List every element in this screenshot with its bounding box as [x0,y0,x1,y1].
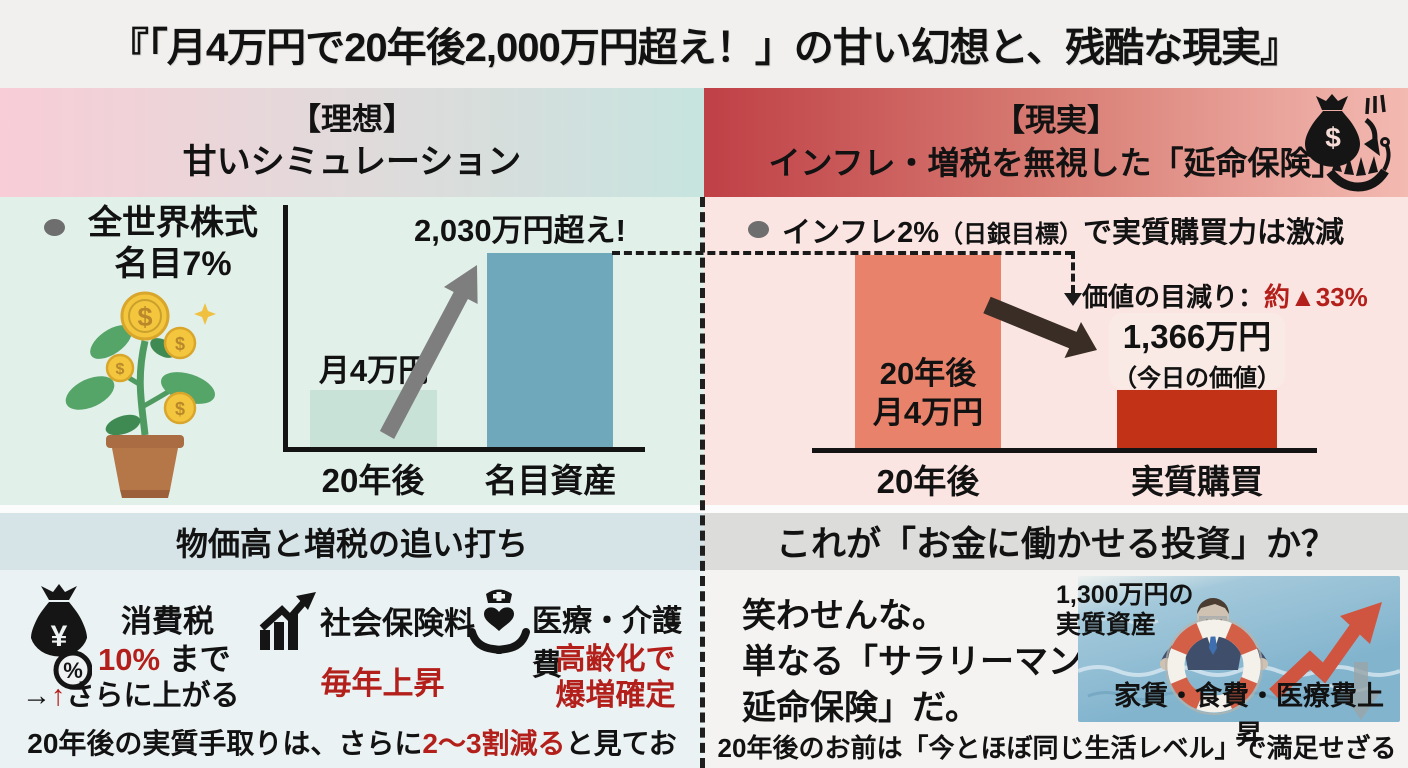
tax-item3-red1: 高齢化で [555,643,676,676]
ideal-result-label: 2,030万円超え! [414,213,626,248]
tax-item1-l2-up: ↑ [51,680,66,712]
svg-text:%: % [63,658,83,683]
reality-bullet-pre: インフレ2% [782,217,940,249]
svg-text:¥: ¥ [51,620,68,653]
svg-text:$: $ [1325,122,1341,153]
ideal-header-tag: 【理想】 [290,101,414,137]
loss-annotation-black: 価値の目減り： [1082,282,1265,312]
reality-x-axis [812,448,1317,453]
tax-section-header: 物価高と増税の追い打ち [0,513,704,570]
tax-footer-post: と見ておけ。 [565,728,677,759]
tax-item1-line2: 10% まで [98,634,258,679]
page-title: 『「月4万円で20年後2,000万円超え！」の甘い幻想と、残酷な現実』 [108,26,1300,70]
ideal-bar-nominal [487,253,613,447]
bullet-icon [748,221,769,238]
tax-item3-title: 医療・介護費 [532,605,682,682]
ideal-header: 【理想】 甘いシミュレーション [0,88,704,197]
value-connector-arrowhead-icon [1064,293,1082,306]
panel-divider [700,197,705,768]
asset-label-line2: 実質資産 [1056,611,1157,639]
tax-item1-black: まで [160,642,231,677]
ideal-x-axis [283,447,645,452]
ideal-bar-contribution [310,390,437,447]
reality-bullet-paren: （日銀目標） [939,221,1084,248]
ideal-assumption-line1: 全世界株式 [88,204,258,242]
svg-text:$: $ [175,399,185,419]
watermark-down-arrow-icon [1340,662,1382,720]
tax-item1-l2-arrow: → [22,680,51,712]
reality-bar-nominal [855,255,1001,448]
tax-footer-red: 2〜3割減る [422,728,566,759]
tax-item3-red2: 爆増確定 [555,679,676,712]
ideal-panel: 全世界株式 名目7% $ $ $ $ [0,197,704,505]
svg-text:$: $ [116,361,125,378]
real-value-box: 1,366万円 （今日の価値） [1109,313,1285,392]
ideal-xcat-1: 20年後 [321,462,425,499]
verdict-section-header: これが「お金に働かせる投資」か？ [704,513,1408,570]
tax-item1-line3: →↑さらに上がる [22,672,262,714]
tax-item2-red: 毎年上昇 [320,666,445,701]
coin-plant-icon: $ $ $ $ [65,291,216,498]
verdict-line1: 笑わせんな。 [742,597,946,635]
drop-arrow-icon [983,296,1097,358]
real-value: 1,366万円 [1122,317,1272,355]
ideal-header-title: 甘いシミュレーション [182,143,522,182]
value-connector-dashed-line [612,251,1073,255]
loss-annotation-red: 約▲33% [1264,282,1368,312]
verdict-line2: 単なる「サラリーマン [742,643,1082,681]
tax-item2-title: 社会保険料 [320,606,475,641]
asset-label-line1: 1,300万円の [1056,581,1194,609]
reality-bar-nominal-label: 20年後 月4万円 [855,355,1001,433]
tax-footer-pre: 20年後の実質手取りは、さらに [27,728,423,759]
reality-bar-real [1117,390,1277,448]
yen-bag-icon: ¥ % [31,584,92,690]
reality-bar-label-line1: 20年後 [879,356,977,391]
ideal-y-axis [283,205,288,452]
cost-caption: 家賃・食費・医療費上昇 [1114,681,1384,750]
reality-header: 【現実】 インフレ・増税を無視した「延命保険」 $ [704,88,1408,197]
ideal-assumption: 全世界株式 名目7% [78,203,268,286]
reality-header-tag: 【現実】 [994,102,1118,138]
growth-chart-icon [259,592,316,650]
tax-section: ¥ % 消費税 10% まで →↑さらに上がる 社会保険料 毎年上昇 [0,570,704,768]
reality-bullet: インフレ2%（日銀目標）で実質購買力は激減 [782,209,1402,251]
ideal-assumption-line2: 名目7% [114,245,232,284]
rise-arrow-icon [379,265,478,439]
tax-item1-l2-rest: さらに上がる [65,680,240,712]
verdict-line3: 延命保険」だ。 [742,689,979,727]
drowning-man-illustration [1078,576,1400,722]
tax-footer: 20年後の実質手取りは、さらに2〜3割減ると見ておけ。 [0,722,704,768]
reality-bullet-post: で実質購買力は激減 [1083,217,1345,249]
loss-annotation: 価値の目減り：約▲33% [1082,277,1368,314]
reality-xcat-1: 20年後 [876,463,980,500]
asset-label: 1,300万円の 実質資産 [1056,580,1194,640]
medical-care-icon [468,589,530,654]
reality-bar-label-line2: 月4万円 [872,394,984,430]
svg-text:$: $ [137,302,152,332]
real-value-note: （今日の価値） [1113,364,1281,392]
tax-item1-title: 消費税 [121,604,214,639]
tax-item1-red: 10% [98,642,161,677]
reality-panel: インフレ2%（日銀目標）で実質購買力は激減 20年後 月4万円 価値の目減り：約… [704,197,1408,548]
ideal-xcat-2: 名目資産 [484,462,617,499]
verdict-section: 笑わせんな。 単なる「サラリーマン 延命保険」だ。 [704,570,1408,768]
verdict-footer: 20年後のお前は「今とほぼ同じ生活レベル」で満足せざるを得ない。 [717,733,1397,763]
value-connector-dashed-drop [1071,251,1075,293]
reality-header-title: インフレ・増税を無視した「延命保険」 [768,144,1344,181]
money-bag-trap-icon: $ [1305,94,1391,192]
svg-text:$: $ [175,334,185,354]
bullet-icon [44,219,65,236]
